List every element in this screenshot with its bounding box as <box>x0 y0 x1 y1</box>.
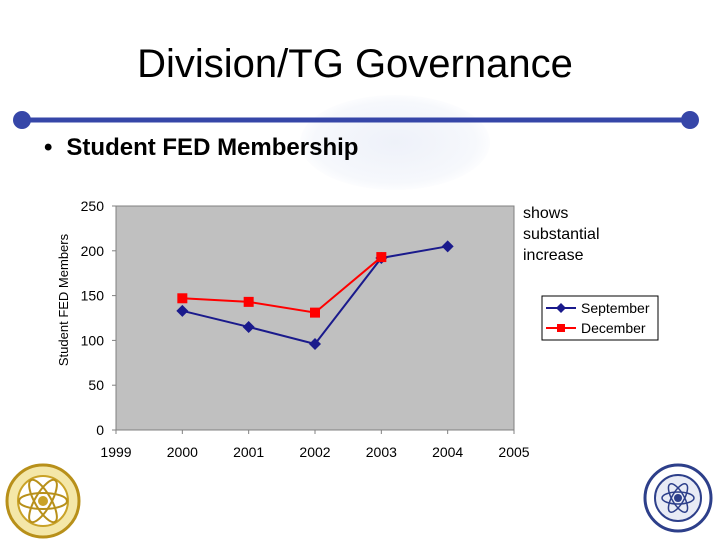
data-point-december <box>376 252 387 263</box>
x-tick-label: 1999 <box>100 444 131 460</box>
series-line-december <box>182 256 382 314</box>
y-tick-label: 100 <box>81 332 105 348</box>
legend-label-september: September <box>581 300 650 316</box>
x-tick-label: 2005 <box>498 444 529 460</box>
annotation-note: shows substantial increase <box>523 205 600 264</box>
x-tick-label: 2004 <box>432 444 463 460</box>
legend-marker-december <box>557 324 565 332</box>
golden-anniversary-seal-icon <box>5 463 81 539</box>
y-tick-label: 150 <box>81 288 105 304</box>
bullet-text: Student FED Membership <box>66 134 359 161</box>
y-tick-label: 0 <box>96 422 104 438</box>
data-point-september <box>309 337 321 350</box>
plot-area <box>115 205 515 431</box>
title-rule-right-dot <box>681 111 699 129</box>
data-point-september <box>176 304 189 317</box>
x-tick-label: 2001 <box>233 444 264 460</box>
data-point-december <box>310 307 320 318</box>
title-rule-left-dot <box>13 111 31 129</box>
slide-title: Division/TG Governance <box>137 42 573 86</box>
x-tick-label: 2003 <box>366 444 397 460</box>
legend-label-december: December <box>581 320 646 336</box>
bullet-item: • Student FED Membership <box>44 134 358 162</box>
data-point-september <box>441 240 454 253</box>
x-tick-label: 2002 <box>299 444 330 460</box>
data-point-september <box>242 320 255 333</box>
title-rule <box>13 111 699 129</box>
bullet-marker: • <box>44 134 53 161</box>
x-tick-label: 2000 <box>167 444 198 460</box>
y-tick-label: 50 <box>88 377 104 393</box>
legend-marker-september <box>556 303 566 313</box>
background-watermark <box>300 95 490 190</box>
data-point-december <box>243 296 254 307</box>
y-axis-title: Student FED Members <box>56 233 71 366</box>
y-tick-label: 200 <box>81 243 105 259</box>
y-tick-label: 250 <box>81 198 105 214</box>
american-nuclear-society-seal-icon <box>643 463 713 533</box>
data-point-december <box>177 293 188 304</box>
